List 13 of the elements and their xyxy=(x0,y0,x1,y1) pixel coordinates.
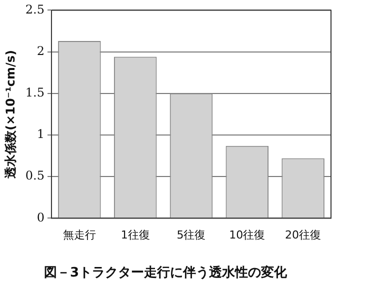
text: 図－3トラクター走行に伴う透水性の変化 xyxy=(44,264,288,281)
x-tick-label: 10往復 xyxy=(229,228,266,242)
x-tick-label: 無走行 xyxy=(62,228,96,242)
y-tick-label: 0.5 xyxy=(25,168,44,183)
y-tick-label: 0 xyxy=(36,210,44,224)
y-tick-label: 1 xyxy=(36,127,44,142)
x-tick-label: 20往復 xyxy=(285,228,322,242)
y-tick-label: 2.5 xyxy=(25,2,44,16)
x-tick-label: 1往復 xyxy=(120,228,150,242)
y-axis-title: 透水係数(×10⁻¹cm/s) xyxy=(3,50,18,180)
y-tick-label: 1.5 xyxy=(25,86,44,100)
y-tick-label: 2 xyxy=(36,44,44,58)
x-tick-label: 5往復 xyxy=(176,228,206,242)
